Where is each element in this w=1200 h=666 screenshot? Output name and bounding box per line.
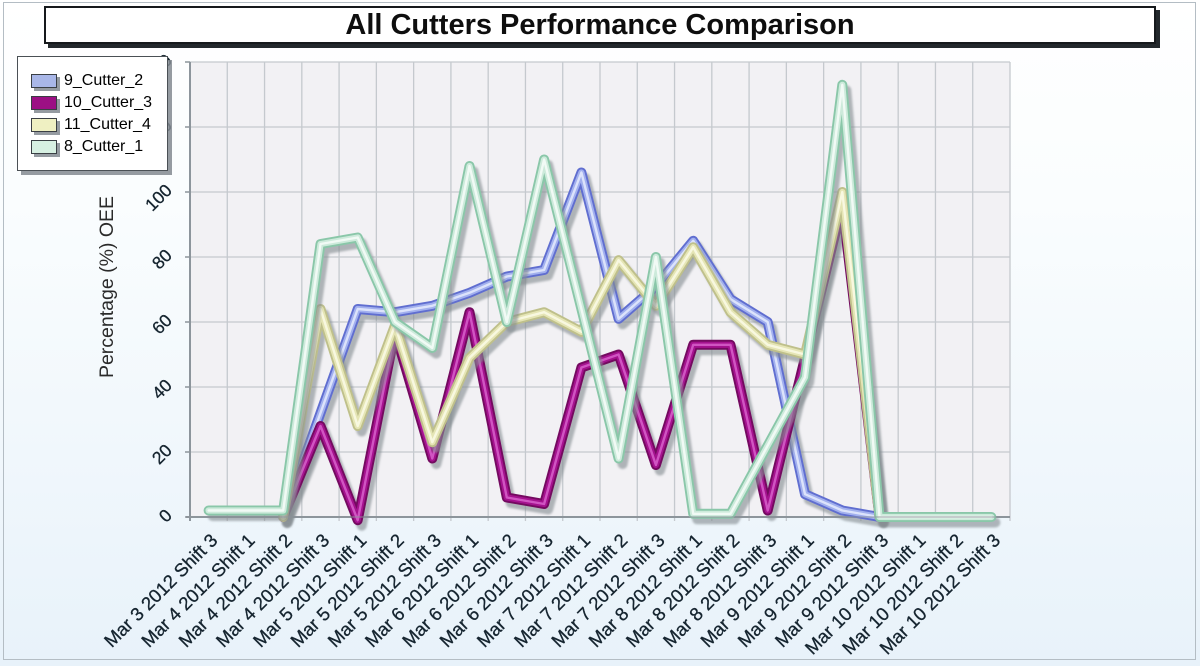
svg-text:60: 60 [148,310,176,338]
svg-text:100: 100 [141,180,176,215]
svg-text:Percentage (%) OEE: Percentage (%) OEE [96,196,118,378]
svg-text:0: 0 [155,505,176,526]
svg-text:80: 80 [148,245,176,273]
svg-text:40: 40 [148,375,176,403]
svg-text:20: 20 [148,440,176,468]
